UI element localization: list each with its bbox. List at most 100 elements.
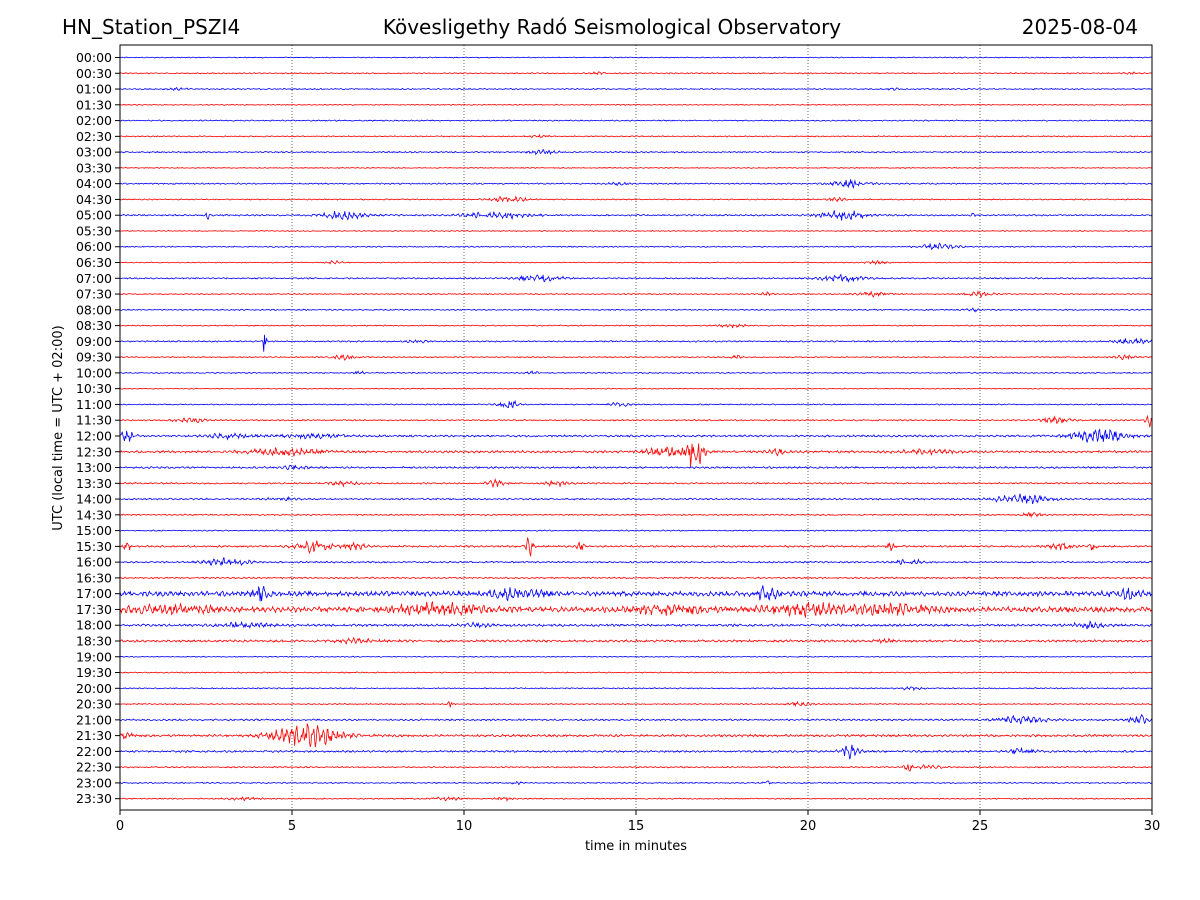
y-tick-label: 03:30	[76, 160, 112, 175]
trace-1230	[119, 443, 1153, 467]
y-tick-label: 10:00	[76, 365, 112, 380]
trace-0830	[119, 323, 1153, 329]
y-tick-label: 17:00	[76, 586, 112, 601]
trace-0530	[119, 229, 1153, 232]
trace-1900	[119, 655, 1153, 658]
trace-1500	[119, 529, 1153, 532]
y-tick-label: 06:00	[76, 239, 112, 254]
y-tick-label: 09:30	[76, 350, 112, 365]
y-tick-label: 22:30	[76, 760, 112, 775]
y-tick-label: 03:00	[76, 145, 112, 160]
x-tick-label: 5	[288, 819, 296, 834]
y-tick-label: 07:30	[76, 287, 112, 302]
y-tick-label: 11:00	[76, 397, 112, 412]
grid-layer	[291, 45, 981, 810]
trace-1100	[119, 399, 1153, 409]
trace-1700	[119, 585, 1153, 602]
trace-0630	[119, 259, 1153, 266]
x-tick-label: 10	[456, 819, 473, 834]
y-tick-label: 06:30	[76, 255, 112, 270]
y-tick-label: 02:00	[76, 113, 112, 128]
trace-1930	[119, 671, 1153, 674]
y-tick-label: 21:30	[76, 728, 112, 743]
trace-1300	[119, 464, 1153, 471]
trace-1000	[119, 370, 1153, 375]
station-name: HN_Station_PSZI4	[62, 15, 241, 39]
y-tick-label: 13:00	[76, 460, 112, 475]
trace-1630	[119, 576, 1153, 580]
trace-0200	[119, 119, 1153, 122]
y-tick-label: 10:30	[76, 381, 112, 396]
y-tick-label: 04:00	[76, 176, 112, 191]
y-tick-label: 20:00	[76, 681, 112, 696]
trace-2230	[119, 764, 1153, 772]
y-tick-label: 14:30	[76, 507, 112, 522]
trace-1800	[119, 620, 1153, 630]
y-axis-label: UTC (local time = UTC + 02:00)	[51, 325, 66, 530]
y-tick-label: 01:30	[76, 97, 112, 112]
y-tick-label: 08:30	[76, 318, 112, 333]
y-tick-label: 15:00	[76, 523, 112, 538]
y-tick-label: 04:30	[76, 192, 112, 207]
y-tick-label: 05:00	[76, 208, 112, 223]
y-tick-label: 16:00	[76, 555, 112, 570]
y-tick-label: 20:30	[76, 697, 112, 712]
x-tick-label: 30	[1144, 819, 1161, 834]
trace-1830	[119, 636, 1153, 645]
y-tick-label: 08:00	[76, 302, 112, 317]
y-tick-label: 21:00	[76, 712, 112, 727]
y-tick-label: 12:30	[76, 444, 112, 459]
trace-2100	[119, 713, 1153, 725]
y-tick-label: 13:30	[76, 476, 112, 491]
trace-0500	[119, 210, 1153, 221]
trace-1200	[119, 428, 1153, 443]
y-tick-label: 02:30	[76, 129, 112, 144]
trace-1430	[119, 511, 1153, 519]
chart-title: Kövesligethy Radó Seismological Observat…	[382, 15, 842, 39]
trace-0600	[119, 242, 1153, 250]
x-axis-label: time in minutes	[585, 839, 687, 854]
trace-layer	[119, 56, 1153, 802]
trace-1730	[119, 601, 1153, 618]
trace-0030	[119, 71, 1153, 76]
y-tick-label: 17:30	[76, 602, 112, 617]
axis-layer: 0 5 10 15 20 25 30 00:0000:3001:0001:3002:0002:…	[76, 50, 1160, 834]
x-tick-label: 20	[800, 819, 817, 834]
y-tick-label: 16:30	[76, 570, 112, 585]
y-tick-label: 09:00	[76, 334, 112, 349]
y-tick-label: 05:30	[76, 223, 112, 238]
y-tick-label: 00:00	[76, 50, 112, 65]
trace-2300	[119, 780, 1153, 786]
y-tick-label: 14:00	[76, 492, 112, 507]
trace-2200	[119, 744, 1153, 760]
trace-1330	[119, 477, 1152, 488]
trace-0130	[119, 103, 1153, 106]
x-tick-label: 25	[972, 819, 989, 834]
trace-2130	[119, 723, 1153, 748]
trace-1400	[119, 493, 1152, 505]
y-tick-label: 23:00	[76, 775, 112, 790]
trace-0730	[119, 290, 1153, 299]
trace-1600	[119, 557, 1153, 567]
chart-date: 2025-08-04	[1021, 15, 1138, 39]
y-tick-label: 23:30	[76, 791, 112, 806]
trace-2330	[119, 796, 1153, 802]
y-tick-label: 07:00	[76, 271, 112, 286]
y-tick-label: 00:30	[76, 66, 112, 81]
trace-0300	[119, 148, 1153, 156]
trace-0430	[119, 195, 1153, 203]
y-tick-label: 11:30	[76, 413, 112, 428]
trace-1130	[119, 414, 1153, 428]
trace-0930	[119, 354, 1153, 362]
y-tick-label: 18:00	[76, 618, 112, 633]
y-tick-label: 15:30	[76, 539, 112, 554]
trace-0230	[119, 133, 1153, 139]
trace-1530	[119, 537, 1153, 557]
y-tick-label: 12:00	[76, 428, 112, 443]
x-tick-label: 15	[628, 819, 645, 834]
y-tick-label: 01:00	[76, 82, 112, 97]
y-tick-label: 18:30	[76, 633, 112, 648]
trace-0800	[119, 307, 1153, 313]
trace-1030	[119, 387, 1153, 390]
